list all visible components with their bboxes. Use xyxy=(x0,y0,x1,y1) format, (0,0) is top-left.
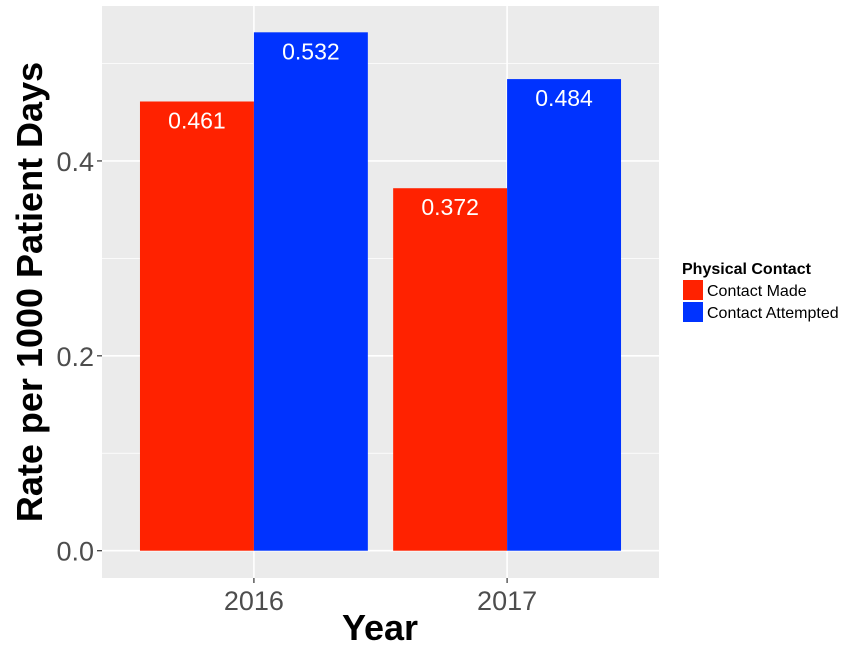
x-axis: 2016 2017 xyxy=(224,578,537,616)
legend-label: Contact Made xyxy=(707,283,807,300)
bars xyxy=(139,32,622,551)
legend-label: Contact Attempted xyxy=(707,305,839,322)
x-tick-label: 2016 xyxy=(224,586,284,616)
y-axis: 0.0 0.2 0.4 xyxy=(56,147,102,567)
bar-value-label: 0.532 xyxy=(282,38,340,64)
bar-value-label: 0.461 xyxy=(168,107,226,133)
legend-title: Physical Contact xyxy=(682,261,812,278)
y-tick-label: 0.2 xyxy=(56,342,94,372)
legend-swatch xyxy=(683,302,703,322)
bar xyxy=(507,79,622,551)
bar xyxy=(253,32,368,551)
legend-items: Contact Made Contact Attempted xyxy=(683,280,839,322)
bar-value-labels: 0.461 0.532 0.372 0.484 xyxy=(168,38,593,220)
bar xyxy=(393,188,508,551)
y-axis-title: Rate per 1000 Patient Days xyxy=(9,62,50,522)
x-tick-label: 2017 xyxy=(477,586,537,616)
y-tick-label: 0.4 xyxy=(56,147,94,177)
x-axis-title: Year xyxy=(342,607,418,648)
bar-value-label: 0.484 xyxy=(535,85,593,111)
bar xyxy=(139,101,254,551)
bar-value-label: 0.372 xyxy=(421,194,479,220)
y-tick-label: 0.0 xyxy=(56,537,94,567)
legend-swatch xyxy=(683,280,703,300)
legend: Physical Contact Contact Made Contact Att… xyxy=(682,261,839,322)
